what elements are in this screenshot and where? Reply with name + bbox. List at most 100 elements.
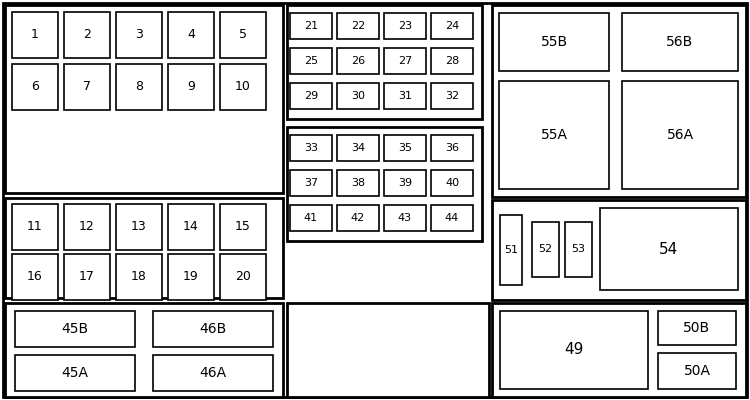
- Text: 46B: 46B: [200, 322, 226, 336]
- Text: 27: 27: [398, 56, 412, 66]
- Text: 16: 16: [27, 270, 43, 284]
- Text: 41: 41: [304, 213, 318, 223]
- Text: 11: 11: [27, 220, 43, 234]
- Bar: [168, 64, 214, 110]
- Bar: [384, 13, 426, 39]
- Bar: [290, 135, 332, 161]
- Text: 54: 54: [659, 242, 679, 256]
- Text: 4: 4: [187, 28, 195, 42]
- Text: 39: 39: [398, 178, 412, 188]
- Text: 23: 23: [398, 21, 412, 31]
- Bar: [431, 48, 473, 74]
- Text: 34: 34: [351, 143, 365, 153]
- Bar: [12, 64, 58, 110]
- Bar: [532, 222, 559, 277]
- Bar: [384, 83, 426, 109]
- Bar: [220, 64, 266, 110]
- Text: 20: 20: [235, 270, 251, 284]
- Bar: [492, 200, 746, 300]
- Text: 1: 1: [31, 28, 39, 42]
- Bar: [600, 208, 738, 290]
- Bar: [12, 204, 58, 250]
- Bar: [384, 48, 426, 74]
- Bar: [64, 12, 110, 58]
- Bar: [500, 215, 522, 285]
- Bar: [431, 170, 473, 196]
- Text: 12: 12: [80, 220, 94, 234]
- Bar: [287, 127, 482, 241]
- Text: 56A: 56A: [667, 128, 694, 142]
- Bar: [287, 303, 489, 397]
- Bar: [337, 83, 379, 109]
- Bar: [12, 254, 58, 300]
- Text: 30: 30: [351, 91, 365, 101]
- Text: 13: 13: [131, 220, 147, 234]
- Bar: [290, 170, 332, 196]
- Text: 38: 38: [351, 178, 365, 188]
- Text: 56B: 56B: [666, 35, 694, 49]
- Text: 32: 32: [445, 91, 459, 101]
- Text: 43: 43: [398, 213, 412, 223]
- Text: 55B: 55B: [541, 35, 568, 49]
- Bar: [565, 222, 592, 277]
- Bar: [64, 204, 110, 250]
- Text: 24: 24: [445, 21, 459, 31]
- Text: 45A: 45A: [62, 366, 88, 380]
- Bar: [168, 12, 214, 58]
- Text: 3: 3: [135, 28, 143, 42]
- Bar: [499, 13, 609, 71]
- Text: 17: 17: [79, 270, 95, 284]
- Bar: [431, 13, 473, 39]
- Bar: [116, 254, 162, 300]
- Bar: [290, 205, 332, 231]
- Bar: [500, 311, 648, 389]
- Text: 22: 22: [351, 21, 365, 31]
- Bar: [15, 311, 135, 347]
- Text: 26: 26: [351, 56, 365, 66]
- Bar: [431, 205, 473, 231]
- Text: 52: 52: [538, 244, 553, 254]
- Bar: [658, 353, 736, 389]
- Text: 8: 8: [135, 80, 143, 94]
- Bar: [290, 48, 332, 74]
- Bar: [622, 81, 738, 189]
- Bar: [168, 204, 214, 250]
- Text: 6: 6: [31, 80, 39, 94]
- Text: 28: 28: [445, 56, 459, 66]
- Text: 40: 40: [445, 178, 459, 188]
- Bar: [220, 204, 266, 250]
- Text: 19: 19: [183, 270, 199, 284]
- Bar: [5, 303, 283, 397]
- Bar: [116, 64, 162, 110]
- Text: 10: 10: [235, 80, 251, 94]
- Bar: [220, 12, 266, 58]
- Text: 14: 14: [183, 220, 199, 234]
- Text: 45B: 45B: [62, 322, 88, 336]
- Bar: [384, 205, 426, 231]
- Bar: [337, 13, 379, 39]
- Bar: [168, 254, 214, 300]
- Text: 33: 33: [304, 143, 318, 153]
- Text: 25: 25: [304, 56, 318, 66]
- Bar: [12, 12, 58, 58]
- Bar: [153, 355, 273, 391]
- Text: 31: 31: [398, 91, 412, 101]
- Bar: [64, 254, 110, 300]
- Text: 29: 29: [304, 91, 318, 101]
- Bar: [431, 135, 473, 161]
- Text: 51: 51: [504, 245, 518, 255]
- Text: 9: 9: [187, 80, 195, 94]
- Text: 55A: 55A: [541, 128, 568, 142]
- Text: 46A: 46A: [200, 366, 226, 380]
- Text: 21: 21: [304, 21, 318, 31]
- Text: 42: 42: [351, 213, 365, 223]
- Bar: [337, 135, 379, 161]
- Text: 18: 18: [131, 270, 147, 284]
- Text: 5: 5: [239, 28, 247, 42]
- Text: 37: 37: [304, 178, 318, 188]
- Bar: [337, 170, 379, 196]
- Bar: [116, 204, 162, 250]
- Text: 50A: 50A: [683, 364, 710, 378]
- Bar: [290, 83, 332, 109]
- Bar: [622, 13, 738, 71]
